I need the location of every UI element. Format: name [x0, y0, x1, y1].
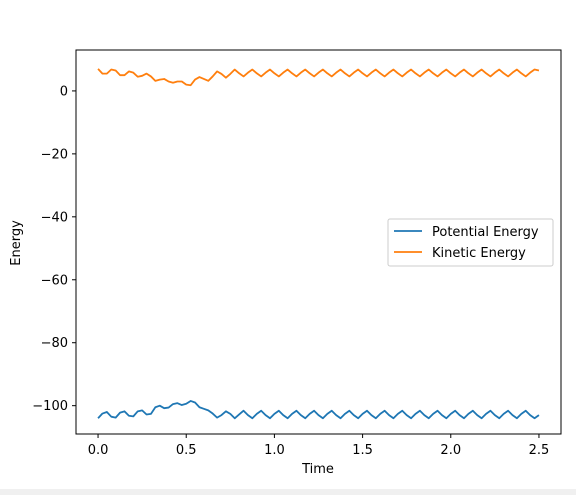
x-tick-label: 1.0 — [264, 443, 285, 458]
legend-label-potential: Potential Energy — [432, 225, 539, 240]
legend-label-kinetic: Kinetic Energy — [432, 246, 526, 261]
series-layer — [97, 68, 540, 420]
bottom-strip — [0, 489, 576, 495]
y-tick-label: −100 — [32, 399, 68, 414]
x-axis-ticks: 0.0 0.5 1.0 1.5 2.0 2.5 — [88, 434, 550, 458]
x-tick-label: 0.5 — [176, 443, 197, 458]
y-tick-label: −60 — [41, 273, 68, 288]
y-axis-label: Energy — [9, 220, 24, 266]
y-tick-label: −80 — [41, 336, 68, 351]
legend: Potential Energy Kinetic Energy — [387, 218, 554, 267]
y-axis-ticks: −100 −80 −60 −40 −20 0 — [32, 84, 76, 414]
y-tick-label: −40 — [41, 210, 68, 225]
x-axis-label: Time — [301, 462, 334, 477]
x-tick-label: 2.0 — [440, 443, 461, 458]
x-tick-label: 2.5 — [529, 443, 550, 458]
legend-box — [387, 218, 554, 267]
series-line-kinetic-energy — [97, 68, 540, 87]
x-tick-label: 0.0 — [88, 443, 109, 458]
series-line-potential-energy — [97, 400, 540, 420]
y-tick-label: −20 — [41, 147, 68, 162]
y-tick-label: 0 — [60, 84, 68, 99]
x-tick-label: 1.5 — [352, 443, 373, 458]
plot-frame — [75, 49, 562, 435]
